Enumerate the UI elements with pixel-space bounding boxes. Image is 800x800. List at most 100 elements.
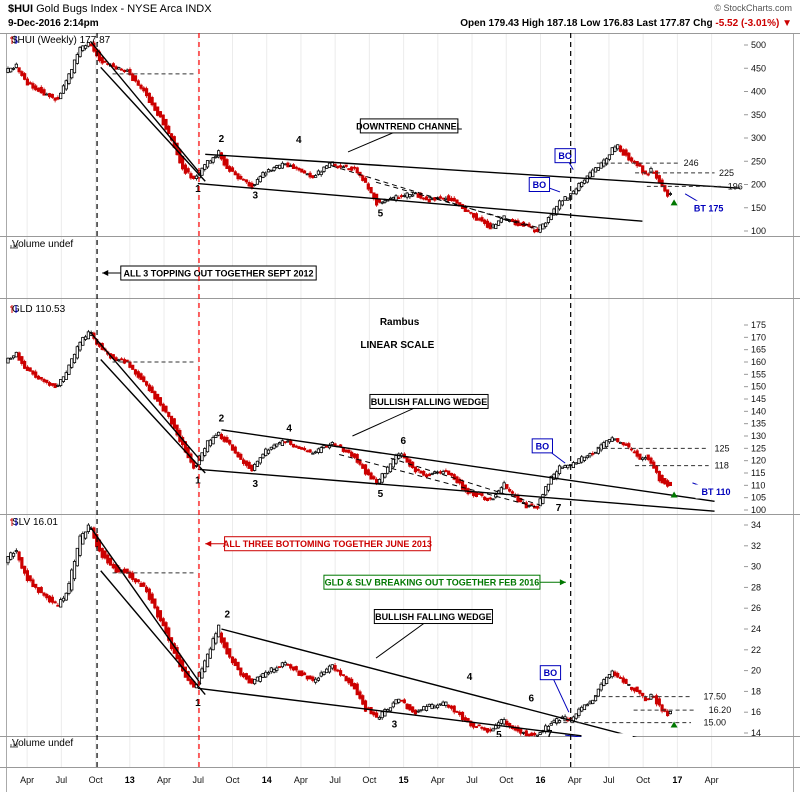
svg-text:BT 110: BT 110 [702, 487, 731, 497]
xaxis-label: Apr [293, 775, 308, 785]
svg-text:BO: BO [536, 441, 550, 451]
svg-text:150: 150 [751, 203, 766, 213]
svg-text:Rambus: Rambus [380, 317, 420, 328]
svg-text:1: 1 [195, 475, 201, 486]
svg-text:6: 6 [529, 694, 535, 705]
ticker-description: Gold Bugs Index - NYSE Arca INDX [36, 3, 212, 15]
svg-text:DOWNTREND CHANNEL: DOWNTREND CHANNEL [356, 121, 462, 131]
xaxis-label: Apr [157, 775, 172, 785]
svg-text:165: 165 [751, 345, 766, 355]
volume-panel-lower: Volume undef [0, 737, 800, 768]
svg-text:14: 14 [751, 728, 761, 737]
svg-text:26: 26 [751, 603, 761, 613]
panel-title-hui: $HUI (Weekly) 177.87 [9, 35, 110, 46]
svg-text:7: 7 [547, 729, 553, 737]
svg-text:225: 225 [719, 168, 734, 178]
svg-text:20: 20 [751, 666, 761, 676]
svg-text:125: 125 [751, 443, 766, 453]
svg-text:450: 450 [751, 63, 766, 73]
svg-text:3: 3 [253, 479, 259, 490]
svg-text:BT 13.15: BT 13.15 [589, 736, 626, 737]
svg-text:BULLISH FALLING WEDGE: BULLISH FALLING WEDGE [371, 397, 488, 407]
svg-text:1: 1 [195, 184, 201, 195]
svg-text:500: 500 [751, 40, 766, 50]
high-value: 187.18 [546, 18, 578, 29]
svg-text:24: 24 [751, 624, 761, 634]
svg-text:200: 200 [751, 180, 766, 190]
svg-text:BULLISH FALLING WEDGE: BULLISH FALLING WEDGE [375, 612, 492, 622]
svg-text:34: 34 [751, 520, 761, 530]
svg-text:125: 125 [715, 443, 730, 453]
volume-panel-upper: ALL 3 TOPPING OUT TOGETHER SEPT 2012 Vol… [0, 237, 800, 299]
svg-text:150: 150 [751, 382, 766, 392]
svg-text:1: 1 [195, 698, 201, 709]
panel-title-volume2: Volume undef [9, 738, 73, 749]
open-value: 179.43 [488, 18, 520, 29]
xaxis-label: Oct [88, 775, 103, 785]
quote-summary: Open 179.43 High 187.18 Low 176.83 Last … [460, 18, 792, 29]
svg-text:120: 120 [751, 456, 766, 466]
panel-title-volume1: Volume undef [9, 239, 73, 250]
svg-text:246: 246 [684, 158, 699, 168]
open-label: Open [460, 18, 486, 29]
svg-text:ALL THREE BOTTOMING TOGETHER J: ALL THREE BOTTOMING TOGETHER JUNE 2013 [223, 539, 432, 549]
svg-text:105: 105 [751, 493, 766, 503]
svg-text:2: 2 [219, 134, 225, 145]
xaxis-label: Apr [20, 775, 35, 785]
svg-text:196: 196 [728, 181, 743, 191]
chg-down-arrow-icon: ▼ [782, 18, 792, 29]
panel-title-text: GLD 110.53 [12, 304, 66, 315]
svg-text:140: 140 [751, 406, 766, 416]
gld-chart-canvas: 1751701651601551501451401351301251201151… [0, 299, 800, 515]
svg-text:30: 30 [751, 562, 761, 572]
svg-text:17.50: 17.50 [704, 692, 727, 702]
chg-label: Chg [693, 18, 713, 29]
hui-price-panel: 500 450 400 350 300 250 200 150 100 246 225 196 1 2 3 4… [0, 33, 800, 237]
xaxis-label: Jul [192, 775, 204, 785]
svg-text:4: 4 [296, 135, 302, 146]
xaxis-label: Oct [499, 775, 514, 785]
slv-chart-canvas: 343230282624222018161417.5016.2015.00123… [0, 515, 800, 737]
xaxis-label: 14 [261, 775, 272, 785]
volume1-canvas: ALL 3 TOPPING OUT TOGETHER SEPT 2012 [0, 237, 800, 299]
panel-title-text: $HUI (Weekly) 177.87 [12, 35, 111, 46]
stockcharts-copyright: © StockCharts.com [714, 3, 792, 13]
svg-text:175: 175 [751, 320, 766, 330]
svg-text:110: 110 [751, 480, 765, 490]
svg-text:BO: BO [533, 180, 547, 190]
svg-text:6: 6 [400, 436, 406, 447]
svg-text:155: 155 [751, 369, 766, 379]
xaxis-label: Apr [704, 775, 719, 785]
svg-text:100: 100 [751, 226, 766, 236]
svg-text:LINEAR SCALE: LINEAR SCALE [360, 340, 434, 351]
last-value: 177.87 [659, 18, 691, 29]
svg-text:3: 3 [253, 191, 259, 202]
svg-text:160: 160 [751, 357, 766, 367]
xaxis-label: Apr [567, 775, 582, 785]
svg-text:15.00: 15.00 [704, 718, 727, 728]
gld-price-panel: 175 170 165 160 155 150 145 140 135 130 125 120 115 1… [0, 299, 800, 515]
xaxis-label: 16 [535, 775, 546, 785]
high-label: High [521, 18, 545, 29]
svg-text:5: 5 [496, 730, 502, 737]
panel-title-text: SLV 16.01 [12, 517, 58, 528]
xaxis-label: Jul [329, 775, 341, 785]
panel-title-gld: GLD 110.53 [9, 304, 65, 315]
svg-text:400: 400 [751, 87, 766, 97]
panel-title-text: Volume undef [12, 239, 74, 250]
xaxis-label: Oct [636, 775, 651, 785]
svg-text:BT 175: BT 175 [694, 203, 724, 213]
chart-datetime: 9-Dec-2016 2:14pm [8, 18, 99, 29]
svg-text:GLD & SLV BREAKING OUT TOGETHE: GLD & SLV BREAKING OUT TOGETHER FEB 2016 [325, 578, 540, 588]
svg-text:BO: BO [544, 668, 558, 678]
svg-text:4: 4 [286, 424, 292, 435]
svg-text:250: 250 [751, 156, 766, 166]
svg-text:170: 170 [751, 332, 766, 342]
svg-text:ALL 3 TOPPING OUT TOGETHER SEP: ALL 3 TOPPING OUT TOGETHER SEPT 2012 [123, 269, 313, 279]
svg-text:BO: BO [558, 151, 572, 161]
axis-frame-left [6, 768, 7, 792]
hui-chart-canvas: 500 450 400 350 300 250 200 150 100 246 225 196 1 2 3 4… [0, 33, 800, 237]
xaxis-label: Oct [362, 775, 377, 785]
svg-text:4: 4 [467, 672, 473, 683]
